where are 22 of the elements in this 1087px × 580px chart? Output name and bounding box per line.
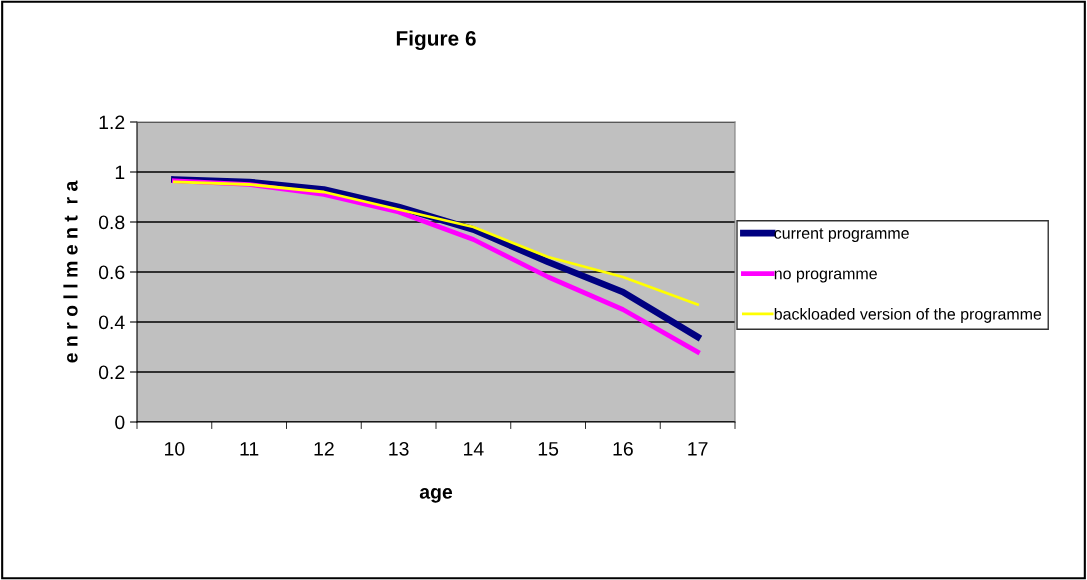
y-tick-label: 1 (115, 165, 125, 180)
x-tick-label: 14 (464, 442, 484, 456)
legend-label: backloaded version of the programme (774, 308, 1042, 323)
x-tick-label: 17 (688, 442, 708, 456)
y-tick-label: 0.2 (98, 365, 125, 380)
legend-label: current programme (774, 228, 909, 242)
x-axis-title: age (419, 488, 453, 503)
line-series (172, 180, 700, 306)
y-tick-label: 0 (115, 415, 125, 430)
y-tick-label: 0.8 (98, 215, 125, 230)
y-axis-title: e n r o l l m e n t r a (63, 180, 78, 363)
chart-title: Figure 6 (396, 30, 476, 51)
x-tick-label: 12 (314, 441, 334, 456)
x-tick-label: 11 (240, 442, 259, 456)
x-tick-label: 15 (538, 442, 559, 456)
x-tick-label: 10 (165, 441, 185, 456)
x-tick-label: 13 (389, 441, 409, 456)
y-tick-label: 0.6 (98, 265, 125, 280)
legend-label: no programme (774, 270, 877, 283)
y-tick-label: 1.2 (99, 115, 125, 130)
y-tick-label: 0.4 (98, 315, 125, 330)
x-tick-label: 16 (613, 441, 633, 456)
